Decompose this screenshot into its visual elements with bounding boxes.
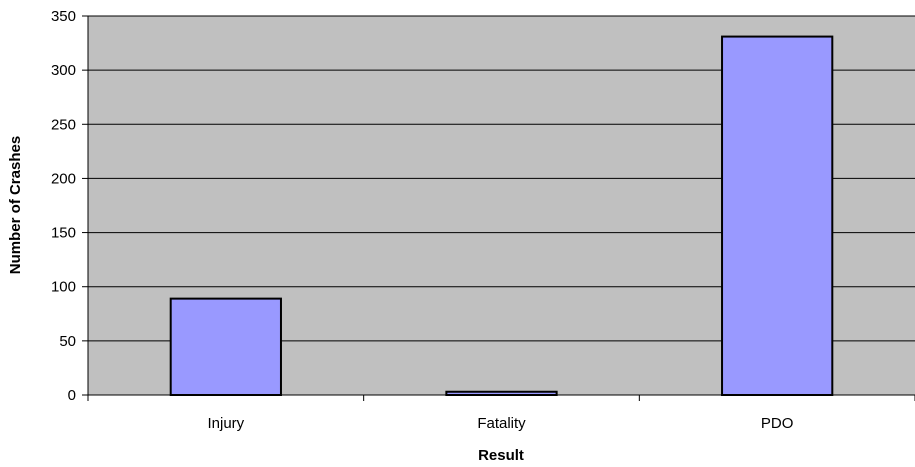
axes xyxy=(87,16,915,401)
bars xyxy=(169,35,834,397)
y-tick-label-150: 150 xyxy=(51,225,76,242)
bar-injury xyxy=(169,297,282,396)
y-tick-label-250: 250 xyxy=(51,116,76,133)
x-tick-label-pdo: PDO xyxy=(761,415,794,432)
x-tick-label-fatality: Fatality xyxy=(477,415,526,432)
y-tick-label-350: 350 xyxy=(51,8,76,25)
y-tick-labels: 0 50 100 150 200 250 300 350 xyxy=(51,8,76,404)
bar-pdo xyxy=(721,35,834,397)
y-axis-title: Number of Crashes xyxy=(7,136,24,274)
y-tick-label-200: 200 xyxy=(51,170,76,187)
y-tick-label-100: 100 xyxy=(51,279,76,296)
x-axis-title: Result xyxy=(478,447,524,464)
x-tick-labels: Injury Fatality PDO xyxy=(207,415,793,432)
y-tick-label-300: 300 xyxy=(51,62,76,79)
x-tick-label-injury: Injury xyxy=(207,415,244,432)
y-tick-label-0: 0 xyxy=(68,387,76,404)
y-tick-label-50: 50 xyxy=(59,333,76,350)
